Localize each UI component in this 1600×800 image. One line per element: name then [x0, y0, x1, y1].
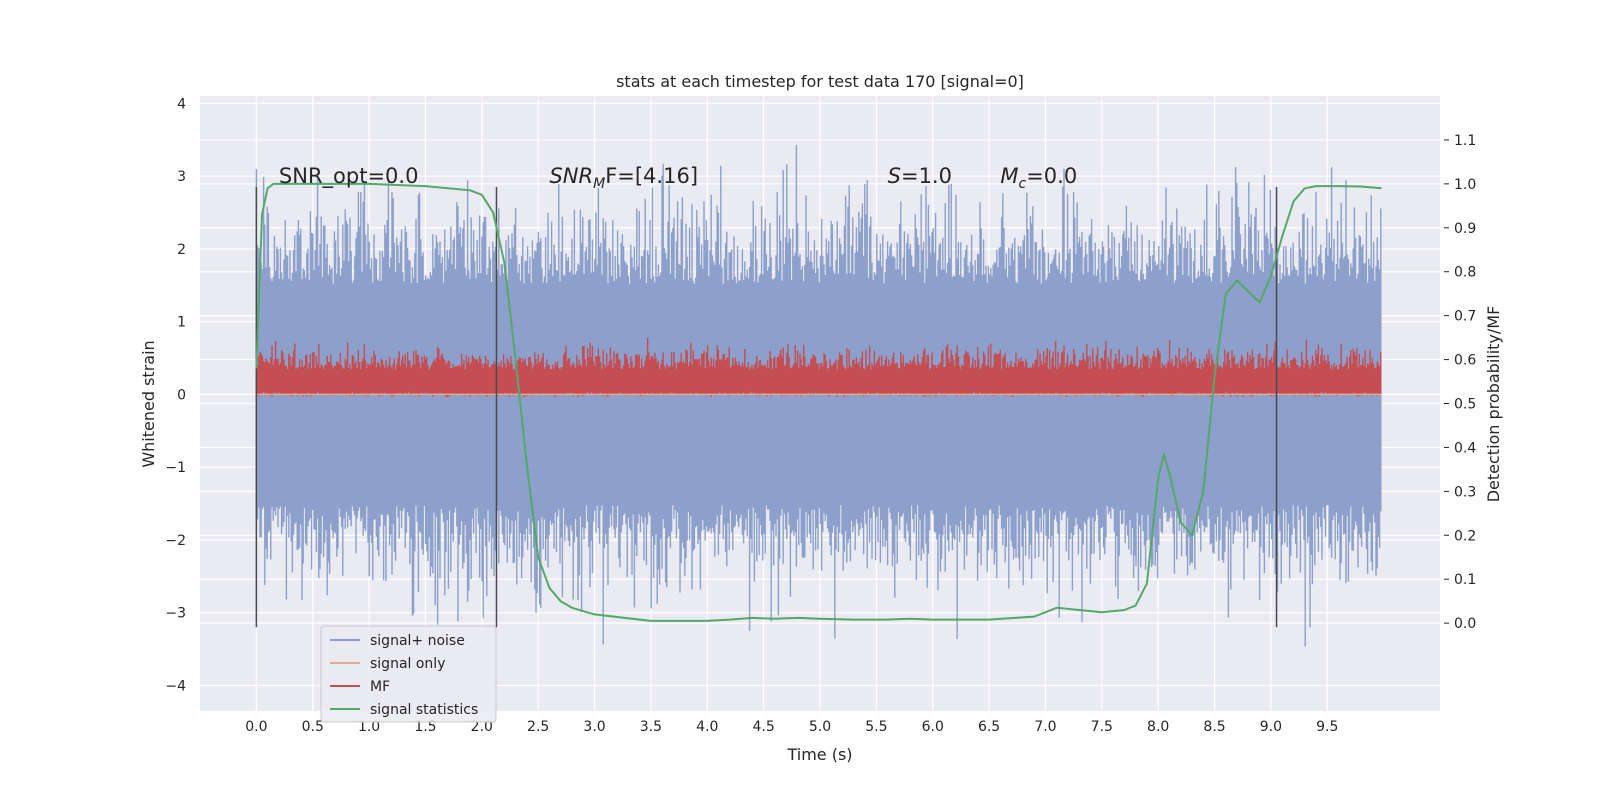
x-tick-label: 3.0: [583, 719, 605, 735]
x-tick-label: 9.5: [1316, 719, 1338, 735]
chart-title: stats at each timestep for test data 170…: [616, 72, 1024, 91]
x-tick-label: 7.5: [1091, 719, 1113, 735]
y2-tick-label: 0.9: [1454, 221, 1476, 237]
signal-statistics-line: [255, 182, 1382, 622]
annotation-2: S=1.0: [888, 164, 952, 188]
x-tick-label: 5.0: [809, 719, 831, 735]
y-tick-label: −3: [165, 606, 186, 622]
x-tick-label: 6.5: [978, 719, 1000, 735]
series-signal-statistics: [255, 182, 1382, 622]
x-tick-label: 5.5: [865, 719, 887, 735]
y2-tick-label: 0.3: [1454, 484, 1476, 500]
x-tick-label: 4.0: [696, 719, 718, 735]
annotation-0: SNR_opt=0.0: [279, 164, 419, 189]
y2-tick-label: 0.4: [1454, 440, 1476, 456]
y2-tick-label: 0.5: [1454, 397, 1476, 413]
y-tick-label: −2: [165, 533, 186, 549]
legend: signal+ noise signal only MF signal stat…: [320, 625, 497, 723]
y-tick-label: 1: [177, 315, 186, 331]
x-tick-label: 8.5: [1203, 719, 1225, 735]
y2-tick-labels: 1.1 1.0 0.9 0.8 0.7 0.6 0.5 0.4 0.3 0.2 0.1 0.0: [1444, 133, 1476, 632]
y2-tick-label: 0.6: [1454, 353, 1476, 369]
x-tick-label: 4.5: [753, 719, 775, 735]
y2-tick-label: 0.8: [1454, 265, 1476, 281]
x-tick-label: 8.0: [1147, 719, 1169, 735]
y-tick-label: 0: [177, 387, 186, 403]
legend-label-mf: MF: [370, 679, 390, 695]
legend-label-signal-only: signal only: [370, 656, 445, 672]
x-tick-label: 9.0: [1260, 719, 1282, 735]
y-axis-label: Whitened strain: [139, 340, 158, 467]
y2-tick-label: 0.1: [1454, 572, 1476, 588]
y-tick-label: 4: [177, 96, 186, 112]
x-tick-label: 3.5: [640, 719, 662, 735]
annotation-3: Mc=0.0: [1000, 164, 1077, 192]
x-tick-label: 7.0: [1034, 719, 1056, 735]
x-tick-label: 2.5: [527, 719, 549, 735]
y2-tick-label: 1.1: [1454, 133, 1476, 149]
y2-tick-label: 0.7: [1454, 309, 1476, 325]
y2-axis-label: Detection probability/MF: [1484, 306, 1503, 503]
x-tick-label: 1.5: [414, 719, 436, 735]
annotation-1: SNRMF=[4.16]: [549, 164, 698, 192]
legend-label-signal-plus-noise: signal+ noise: [370, 633, 465, 649]
y-tick-labels: 4 3 2 1 0 −1 −2 −3 −4: [165, 96, 186, 694]
x-tick-label: 0.5: [302, 719, 324, 735]
y2-tick-label: 0.2: [1454, 528, 1476, 544]
x-tick-label: 1.0: [358, 719, 380, 735]
window-markers: [255, 186, 1278, 628]
y-tick-label: 2: [177, 242, 186, 258]
legend-box: [320, 625, 497, 723]
y-tick-label: −4: [165, 679, 186, 695]
y2-tick-label: 1.0: [1454, 177, 1476, 193]
x-axis-label: Time (s): [786, 745, 852, 764]
y-tick-label: 3: [177, 169, 186, 185]
x-tick-label: 6.0: [922, 719, 944, 735]
x-tick-labels: 0.0 0.5 1.0 1.5 2.0 2.5 3.0 3.5 4.0 4.5 5.0 5.5 6.0 6…: [245, 719, 1338, 735]
y2-tick-label: 0.0: [1454, 616, 1476, 632]
annotations: SNR_opt=0.0 SNRMF=[4.16] S=1.0 Mc=0.0: [279, 164, 1077, 192]
legend-label-signal-statistics: signal statistics: [370, 702, 478, 718]
y-tick-label: −1: [165, 460, 186, 476]
x-tick-label: 0.0: [245, 719, 267, 735]
x-tick-label: 2.0: [471, 719, 493, 735]
